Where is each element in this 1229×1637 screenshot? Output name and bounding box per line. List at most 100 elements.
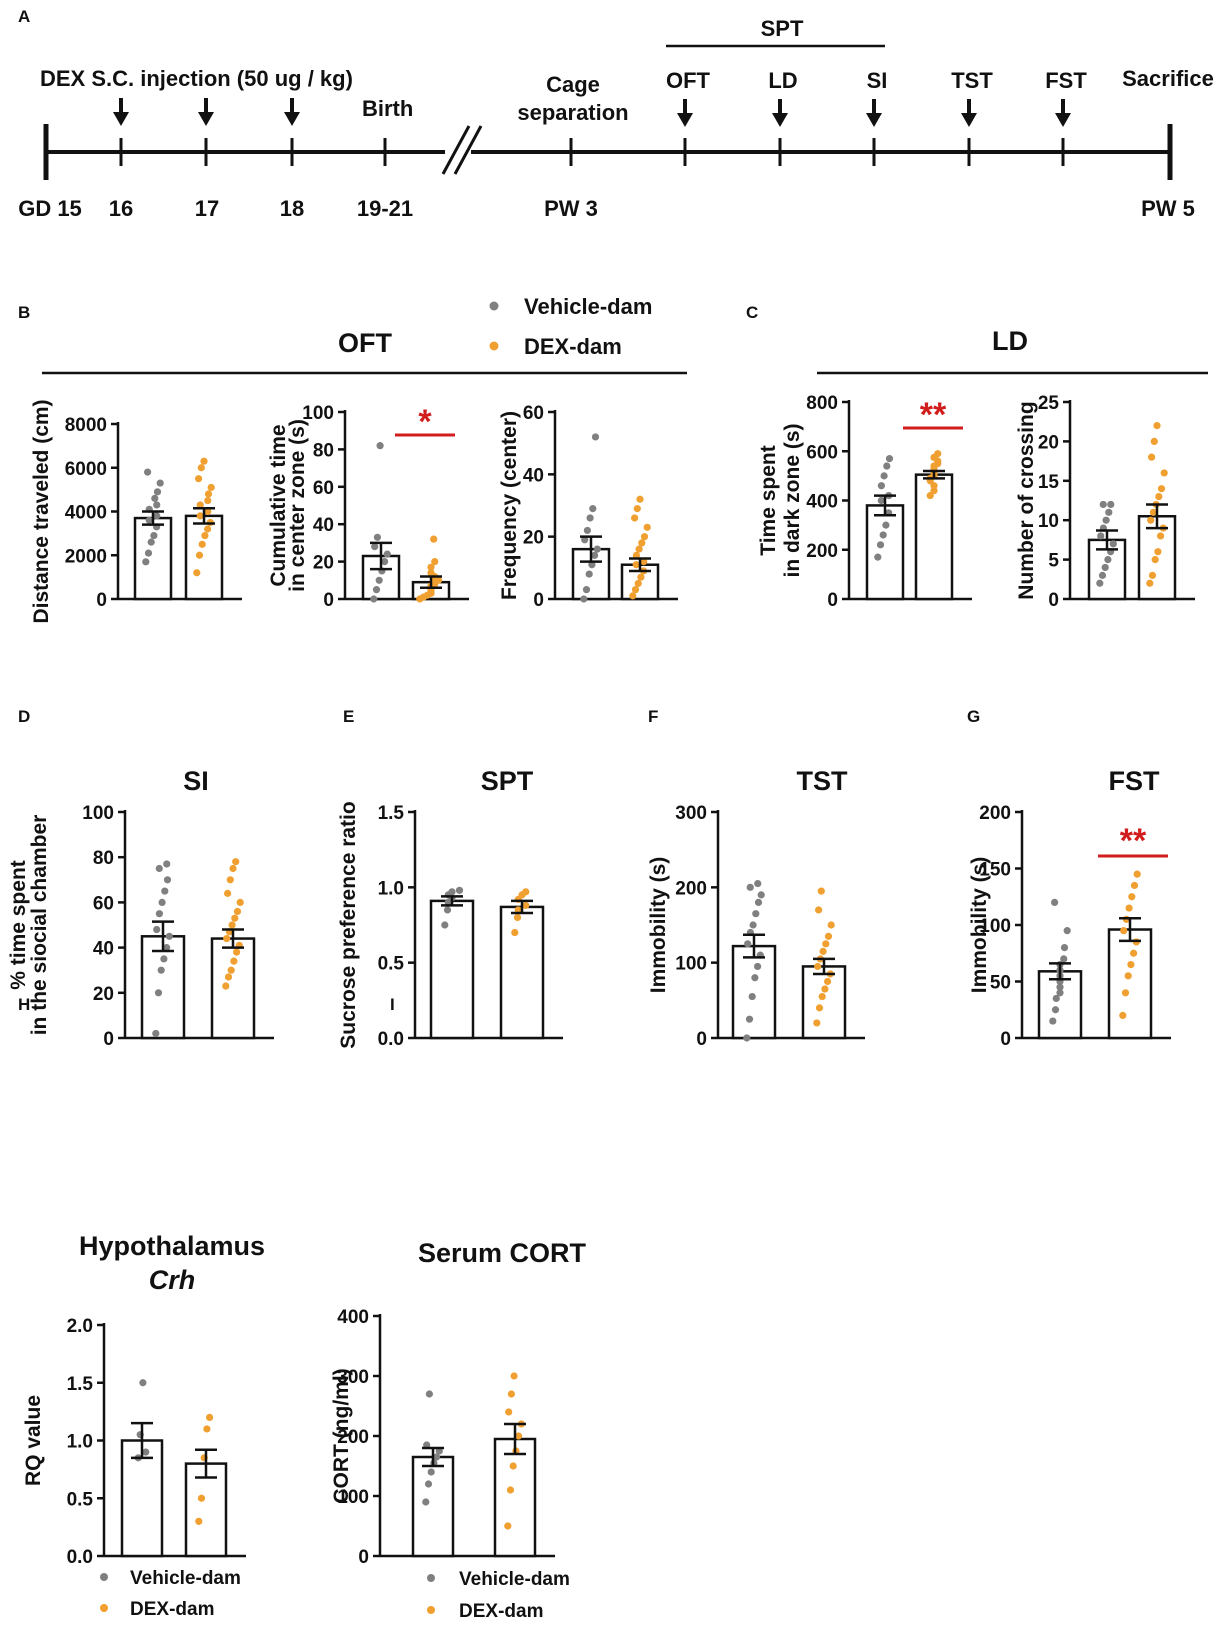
data-point-vehicle bbox=[1056, 983, 1064, 991]
y-tick-label: 0 bbox=[696, 1029, 707, 1050]
y-axis-label: Sucrose preference ratio bbox=[337, 801, 360, 1048]
chart-fst: G FST 0 50 100 150 200 Immobility (s) ** bbox=[967, 707, 1171, 1050]
data-point-vehicle bbox=[443, 906, 452, 914]
y-tick-label: 0 bbox=[533, 590, 544, 611]
data-point-vehicle bbox=[1104, 556, 1112, 564]
data-point-vehicle bbox=[751, 974, 759, 982]
data-point-dex bbox=[637, 573, 645, 581]
data-point-dex bbox=[222, 982, 230, 990]
data-point-dex bbox=[1160, 469, 1168, 477]
y-axis-label-line2: in the siocial chamber bbox=[28, 815, 51, 1036]
test-label-ld: LD bbox=[768, 68, 797, 93]
data-point-vehicle bbox=[142, 1448, 150, 1456]
data-point-dex bbox=[824, 932, 833, 940]
data-point-vehicle bbox=[422, 1498, 430, 1506]
y-tick-label: 80 bbox=[313, 440, 334, 461]
y-tick-label: 200 bbox=[675, 878, 707, 899]
data-point-dex bbox=[507, 1390, 515, 1398]
data-point-vehicle bbox=[370, 595, 378, 603]
bar-vehicle bbox=[865, 504, 905, 601]
data-point-vehicle bbox=[754, 898, 763, 907]
y-axis-label: RQ value bbox=[22, 1395, 45, 1486]
data-point-vehicle bbox=[876, 541, 885, 549]
spt-label: SPT bbox=[761, 16, 804, 41]
y-axis-label-line1: Time spent bbox=[757, 445, 780, 555]
cage-label-line2: separation bbox=[517, 100, 628, 125]
legend-i-dex-label: DEX-dam bbox=[459, 1601, 543, 1622]
y-tick-label: 25 bbox=[1038, 393, 1060, 414]
ld-group-title: LD bbox=[992, 326, 1028, 356]
day-pw3: PW 3 bbox=[544, 196, 598, 221]
panel-label: H bbox=[18, 995, 30, 1014]
cage-label-line1: Cage bbox=[546, 72, 600, 97]
data-point-dex bbox=[504, 1522, 512, 1530]
legend-h-dex-label: DEX-dam bbox=[130, 1599, 214, 1620]
data-point-dex bbox=[1157, 532, 1165, 540]
data-point-dex bbox=[1155, 492, 1163, 501]
data-point-vehicle bbox=[754, 962, 762, 971]
y-tick-label: 20 bbox=[1038, 432, 1059, 453]
legend-h: Vehicle-dam DEX-dam bbox=[100, 1568, 241, 1620]
data-point-vehicle bbox=[1051, 898, 1059, 907]
y-tick-label: 0 bbox=[1000, 1029, 1011, 1050]
data-point-dex bbox=[934, 450, 942, 458]
data-point-dex bbox=[196, 501, 204, 509]
data-point-dex bbox=[229, 864, 237, 873]
y-tick-label: 1.5 bbox=[378, 803, 405, 824]
data-point-vehicle bbox=[441, 921, 449, 929]
panel-label: I bbox=[390, 995, 395, 1014]
bar-dex bbox=[184, 1462, 228, 1558]
data-point-vehicle bbox=[371, 543, 379, 551]
y-axis-label: Immobility (s) bbox=[647, 857, 670, 994]
data-point-vehicle bbox=[151, 494, 159, 502]
bar-dex bbox=[1107, 928, 1153, 1040]
data-point-dex bbox=[1148, 571, 1157, 579]
data-point-dex bbox=[629, 592, 637, 600]
data-point-dex bbox=[511, 928, 519, 937]
data-point-vehicle bbox=[752, 910, 760, 918]
legend-h-vehicle-marker bbox=[100, 1573, 108, 1581]
injection-label: DEX S.C. injection (50 ug / kg) bbox=[40, 66, 353, 91]
legend-top-vehicle-marker bbox=[489, 301, 499, 311]
data-point-dex bbox=[195, 475, 203, 483]
data-point-vehicle bbox=[1098, 571, 1107, 579]
data-point-vehicle bbox=[427, 1468, 435, 1476]
data-point-dex bbox=[522, 888, 530, 896]
data-point-vehicle bbox=[1060, 944, 1069, 952]
data-point-vehicle bbox=[879, 531, 887, 539]
y-tick-label: 600 bbox=[806, 442, 838, 463]
y-tick-label: 6000 bbox=[65, 459, 107, 480]
legend-h-dex-marker bbox=[100, 1604, 108, 1612]
data-point-vehicle bbox=[1051, 1006, 1060, 1014]
y-axis-label: Immobility (s) bbox=[968, 857, 991, 994]
data-point-vehicle bbox=[749, 921, 757, 929]
y-tick-label: 2000 bbox=[65, 546, 107, 567]
birth-label: Birth bbox=[362, 96, 413, 121]
injection-arrow-17-icon bbox=[198, 98, 214, 126]
y-tick-label: 0 bbox=[323, 590, 334, 611]
data-point-dex bbox=[226, 876, 234, 884]
day-pw5: PW 5 bbox=[1141, 196, 1195, 221]
y-tick-label: 8000 bbox=[65, 415, 107, 436]
panel-label: D bbox=[18, 707, 30, 726]
data-point-vehicle bbox=[744, 940, 752, 948]
data-point-vehicle bbox=[746, 883, 754, 891]
data-point-dex bbox=[233, 907, 242, 916]
y-tick-label: 100 bbox=[675, 954, 707, 975]
legend-i-vehicle-marker bbox=[427, 1574, 435, 1582]
data-point-vehicle bbox=[163, 876, 172, 884]
chart-title: SI bbox=[183, 766, 209, 796]
data-point-vehicle bbox=[161, 887, 169, 895]
data-point-vehicle bbox=[163, 944, 171, 952]
y-tick-label: 0 bbox=[358, 1547, 369, 1568]
data-point-dex bbox=[204, 525, 212, 533]
data-point-vehicle bbox=[1097, 532, 1105, 540]
data-point-vehicle bbox=[745, 1015, 754, 1023]
y-tick-label: 150 bbox=[979, 860, 1011, 881]
chart-title: Hypothalamus bbox=[79, 1231, 265, 1261]
injection-arrow-18-icon bbox=[284, 98, 300, 126]
data-point-dex bbox=[926, 491, 934, 500]
data-point-dex bbox=[228, 921, 236, 929]
data-point-vehicle bbox=[139, 1379, 147, 1387]
